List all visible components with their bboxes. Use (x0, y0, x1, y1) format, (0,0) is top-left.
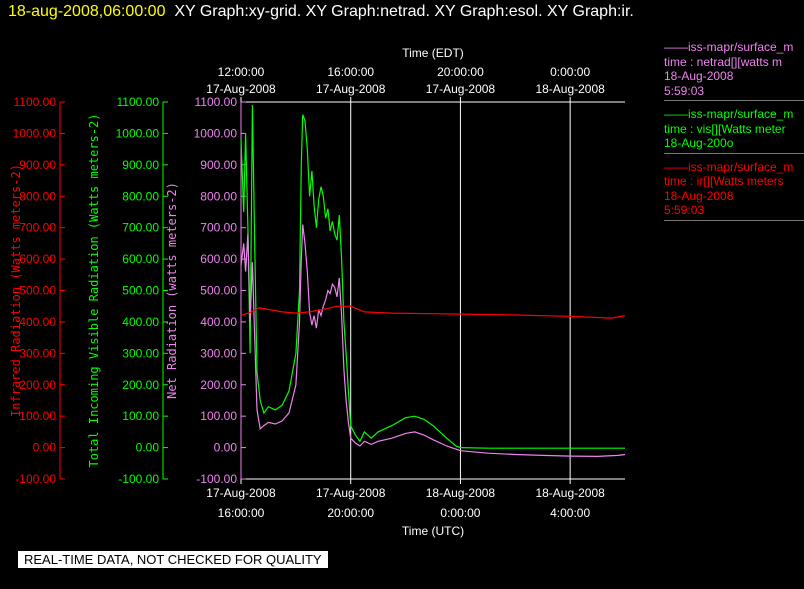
y-tick-label-vis: 600.00 (122, 252, 159, 266)
x-tick-label-top-date: 18-Aug-2008 (535, 82, 605, 96)
y-tick-label-net: 800.00 (200, 189, 237, 203)
y-tick-label-net: 0.00 (214, 441, 238, 455)
x-tick-label-top-time: 16:00:00 (327, 65, 374, 79)
y-tick-label-vis: 100.00 (122, 409, 159, 423)
y-axis-title-vis: Total Incoming Visible Radiation (Watts … (87, 113, 101, 467)
header-title: 18-aug-2008,06:00:00 XY Graph:xy-grid. X… (8, 3, 634, 21)
y-tick-label-ir: 500.00 (19, 284, 56, 298)
y-tick-label-ir: 700.00 (19, 221, 56, 235)
series-line-vis (240, 105, 625, 449)
x-tick-label-top-time: 12:00:00 (218, 65, 265, 79)
legend-entry-line: 18-Aug-2008 (664, 69, 734, 83)
y-tick-label-vis: 400.00 (122, 315, 159, 329)
y-tick-label-vis: 0.00 (136, 441, 160, 455)
y-axis-title-ir: Infrared Radiation (Watts meters-2) (9, 164, 23, 417)
y-tick-label-net: 900.00 (200, 158, 237, 172)
x-tick-label-bottom-time: 20:00:00 (327, 506, 374, 520)
x-tick-label-bottom-date: 17-Aug-2008 (206, 486, 276, 500)
x-tick-label-top-date: 17-Aug-2008 (316, 82, 386, 96)
y-tick-label-vis: 1100.00 (117, 95, 160, 109)
legend-entry-line: ——iss-mapr/surface_m (664, 107, 794, 121)
x-axis-title-bottom: Time (UTC) (402, 524, 464, 538)
x-tick-label-top-time: 20:00:00 (437, 65, 484, 79)
legend-entry-line: 5:59:03 (664, 83, 705, 98)
y-axis-title-net: Net Radiation (watts meters-2) (165, 182, 179, 399)
y-tick-label-net: -100.00 (196, 472, 237, 486)
y-tick-label-vis: 300.00 (122, 346, 159, 360)
y-tick-label-ir: 1100.00 (14, 95, 57, 109)
legend-entry-line: time : netrad[][watts m (664, 54, 783, 69)
series-line-ir (240, 305, 626, 319)
x-tick-label-bottom-time: 4:00:00 (550, 506, 590, 520)
y-tick-label-ir: 0.00 (33, 441, 57, 455)
y-tick-label-vis: 800.00 (122, 189, 159, 203)
quality-disclaimer: REAL-TIME DATA, NOT CHECKED FOR QUALITY (18, 551, 328, 568)
legend-entry-line: 18-Aug-2008 (664, 188, 734, 203)
legend-entry-line: 5:59:03 (664, 203, 705, 217)
y-tick-label-net: 500.00 (200, 284, 237, 298)
y-tick-label-ir: 200.00 (19, 378, 56, 392)
x-tick-label-bottom-time: 0:00:00 (440, 506, 480, 520)
y-tick-label-vis: 500.00 (122, 284, 159, 298)
y-tick-label-vis: -100.00 (118, 472, 159, 486)
y-tick-label-net: 600.00 (200, 252, 237, 266)
legend: ——iss-mapr/surface_m time : netrad[][watt… (664, 40, 804, 227)
legend-entry-line: time : ir[][Watts meters (664, 174, 784, 188)
y-tick-label-ir: 400.00 (19, 315, 56, 329)
x-tick-label-bottom-date: 18-Aug-2008 (535, 486, 605, 500)
y-tick-label-ir: 900.00 (19, 158, 56, 172)
legend-entry-line: 18-Aug-200o (664, 136, 734, 150)
y-tick-label-net: 1000.00 (194, 126, 238, 140)
y-tick-label-ir: 600.00 (19, 252, 56, 266)
y-tick-label-vis: 1000.00 (116, 126, 160, 140)
x-tick-label-bottom-date: 17-Aug-2008 (316, 486, 386, 500)
y-tick-label-net: 200.00 (200, 378, 237, 392)
legend-entry-line: ——iss-mapr/surface_m (664, 159, 794, 174)
x-tick-label-top-date: 17-Aug-2008 (206, 82, 276, 96)
legend-entry: ——iss-mapr/surface_m time : ir[][Watts me… (664, 160, 804, 221)
legend-entry-line: time : vis[][Watts meter (664, 121, 786, 136)
y-tick-label-ir: 1000.00 (13, 126, 57, 140)
y-tick-label-ir: 800.00 (19, 189, 56, 203)
y-tick-label-net: 700.00 (200, 221, 237, 235)
legend-entry-line: ——iss-mapr/surface_m (664, 40, 794, 54)
x-tick-label-bottom-date: 18-Aug-2008 (426, 486, 496, 500)
y-tick-label-net: 100.00 (200, 409, 237, 423)
y-tick-label-ir: 300.00 (19, 346, 56, 360)
x-tick-label-bottom-time: 16:00:00 (218, 506, 265, 520)
x-tick-label-top-date: 17-Aug-2008 (426, 82, 496, 96)
x-axis-title-top: Time (EDT) (402, 46, 464, 60)
y-tick-label-vis: 700.00 (122, 221, 159, 235)
y-tick-label-net: 400.00 (200, 315, 237, 329)
y-tick-label-vis: 900.00 (122, 158, 159, 172)
y-tick-label-vis: 200.00 (122, 378, 159, 392)
series-line-net (240, 224, 626, 458)
header-timestamp: 18-aug-2008,06:00:00 (8, 3, 166, 20)
y-tick-label-net: 1100.00 (195, 95, 238, 109)
y-tick-label-ir: -100.00 (15, 472, 56, 486)
x-tick-label-top-time: 0:00:00 (550, 65, 590, 79)
legend-entry: ——iss-mapr/surface_m time : vis[][Watts m… (664, 107, 804, 154)
y-tick-label-ir: 100.00 (19, 409, 56, 423)
legend-entry: ——iss-mapr/surface_m time : netrad[][watt… (664, 40, 804, 101)
header-graph-titles: XY Graph:xy-grid. XY Graph:netrad. XY Gr… (174, 3, 634, 20)
y-tick-label-net: 300.00 (200, 346, 237, 360)
